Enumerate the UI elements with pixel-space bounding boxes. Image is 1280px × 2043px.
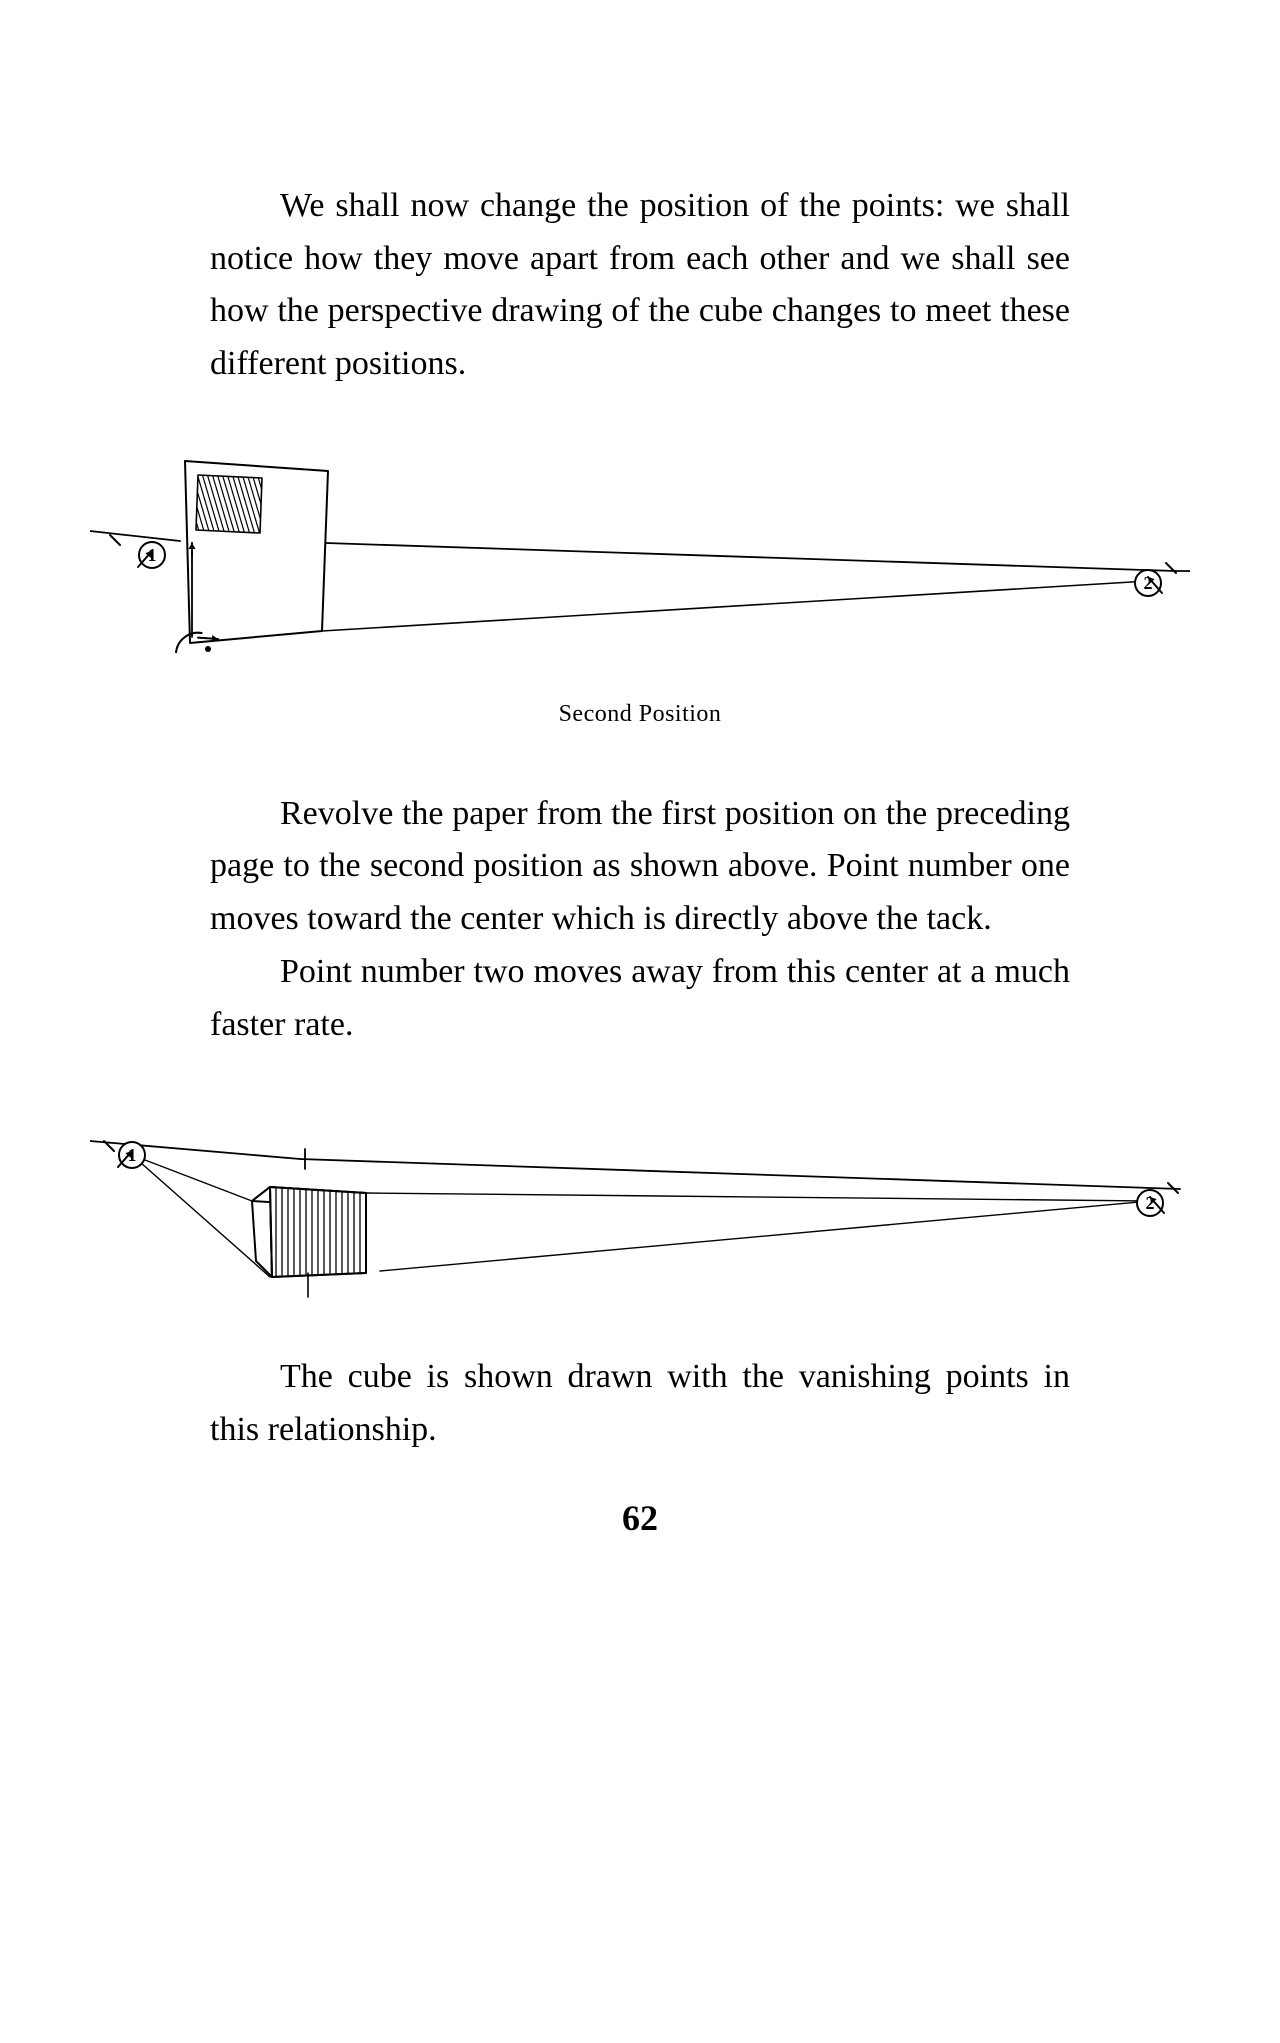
paragraph-block-1: We shall now change the position of the … bbox=[210, 180, 1070, 391]
figure-cube-perspective: 12 bbox=[90, 1101, 1190, 1331]
paragraph-4: The cube is shown drawn with the vanishi… bbox=[210, 1351, 1070, 1456]
paragraph-block-2: Revolve the paper from the first positio… bbox=[210, 788, 1070, 1051]
figure-1-svg: 12 bbox=[90, 431, 1190, 691]
paragraph-block-3: The cube is shown drawn with the vanishi… bbox=[210, 1351, 1070, 1456]
paragraph-1: We shall now change the position of the … bbox=[210, 180, 1070, 391]
paragraph-2: Revolve the paper from the first positio… bbox=[210, 788, 1070, 946]
book-page: We shall now change the position of the … bbox=[0, 0, 1280, 2043]
figure-second-position: 12 Second Position bbox=[90, 431, 1190, 728]
figure-2-svg: 12 bbox=[90, 1101, 1190, 1331]
figure-1-caption: Second Position bbox=[90, 701, 1190, 728]
page-number: 62 bbox=[0, 1497, 1280, 1539]
paragraph-3: Point number two moves away from this ce… bbox=[210, 946, 1070, 1051]
